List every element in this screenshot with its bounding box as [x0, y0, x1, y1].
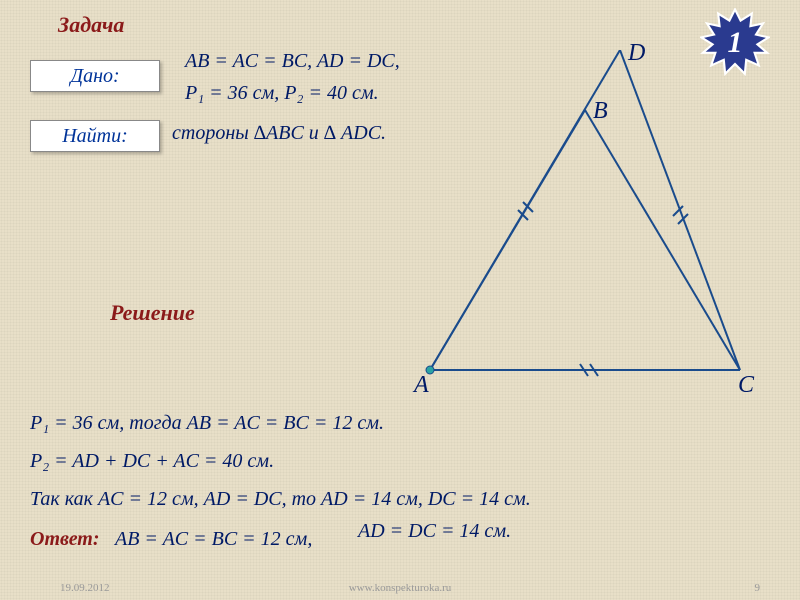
- ticks-DC: [673, 206, 688, 224]
- line-AB: [430, 110, 585, 370]
- find-box: Найти:: [30, 120, 160, 152]
- vertex-D: D: [628, 40, 645, 67]
- footer-page: 9: [755, 582, 761, 594]
- find-label: Найти:: [62, 125, 128, 148]
- line-BC: [585, 110, 740, 370]
- answer-label: Ответ:: [30, 528, 100, 551]
- given-label: Дано:: [70, 65, 119, 88]
- diagram-svg: [370, 50, 770, 390]
- given-line-1: AB = AC = BC, AD = DC,: [185, 50, 400, 73]
- vertex-B: B: [593, 98, 608, 125]
- given-box: Дано:: [30, 60, 160, 92]
- problem-number: 1: [728, 26, 743, 60]
- solution-line-2: P₂ = AD + DC + AC = 40 см.: [30, 450, 274, 473]
- triangle-diagram: A B C D: [370, 50, 770, 390]
- footer-date: 19.09.2012: [60, 582, 110, 594]
- answer-part-1: AB = AC = BC = 12 см,: [115, 528, 312, 551]
- find-text: стороны ∆ABC и ∆ ADC.: [172, 122, 386, 145]
- problem-title: Задача: [58, 12, 124, 38]
- given-line-2: P₁ = 36 см, P₂ = 40 см.: [185, 82, 379, 105]
- answer-part-2: AD = DC = 14 см.: [358, 520, 511, 543]
- vertex-A: A: [414, 372, 429, 399]
- solution-line-3: Так как AC = 12 см, AD = DC, то AD = 14 …: [30, 488, 531, 511]
- footer-site: www.konspekturoka.ru: [349, 582, 452, 594]
- solution-label: Решение: [110, 300, 195, 326]
- vertex-C: C: [738, 372, 754, 399]
- solution-line-1: P₁ = 36 см, тогда AB = AC = BC = 12 см.: [30, 412, 384, 435]
